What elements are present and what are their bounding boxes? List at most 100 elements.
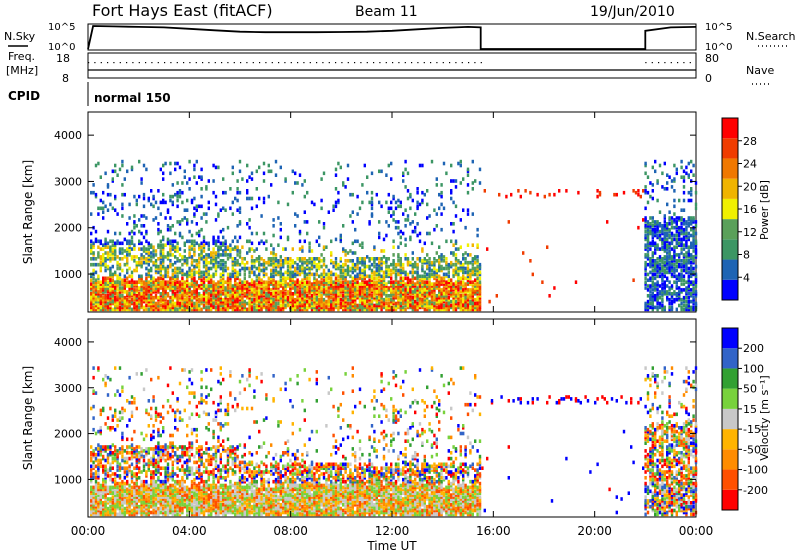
power-cell <box>661 290 664 294</box>
power-cell <box>214 257 218 261</box>
power-cell <box>138 218 141 222</box>
power-cell <box>178 301 182 306</box>
power-cell <box>308 260 311 265</box>
power-cell <box>687 175 690 179</box>
power-cell <box>373 260 376 265</box>
power-cell <box>118 262 122 267</box>
power-cell <box>387 297 390 302</box>
power-cell <box>426 294 429 298</box>
power-cell <box>169 276 172 281</box>
power-cell <box>656 264 659 269</box>
power-cell <box>646 288 650 292</box>
power-cell <box>649 225 652 230</box>
power-cell <box>214 305 218 310</box>
power-cell <box>118 251 122 255</box>
power-cell <box>301 183 304 187</box>
power-cell <box>109 280 112 284</box>
power-cell <box>421 292 424 296</box>
power-cell <box>169 225 172 230</box>
power-cell <box>114 231 117 236</box>
power-cell <box>188 177 191 181</box>
power-cell <box>186 295 189 300</box>
power-cell <box>135 305 138 310</box>
power-cell <box>529 190 532 195</box>
power-y-tick-label: 1000 <box>54 268 82 281</box>
power-cell <box>363 280 366 284</box>
power-cell <box>222 286 225 290</box>
power-cell <box>248 218 251 222</box>
power-cell <box>344 278 347 282</box>
power-cell <box>666 222 669 226</box>
power-cell <box>421 299 424 304</box>
power-cell <box>447 292 450 296</box>
power-cell <box>255 307 258 312</box>
power-cell <box>207 260 210 265</box>
power-cell <box>459 303 462 308</box>
power-cell <box>322 278 326 282</box>
power-cell <box>661 274 664 279</box>
power-cell <box>421 297 424 302</box>
power-cell <box>644 266 647 271</box>
power-cell <box>236 276 239 281</box>
power-cell <box>212 284 215 288</box>
power-cell <box>145 290 148 294</box>
power-cell <box>174 231 177 236</box>
power-cell <box>454 257 458 261</box>
power-cell <box>126 301 129 306</box>
nave-dot <box>664 62 666 64</box>
power-cell <box>320 297 323 302</box>
power-cell <box>337 307 340 312</box>
power-cell <box>183 288 186 292</box>
power-cell <box>649 270 652 275</box>
power-cell <box>447 270 450 275</box>
power-cell <box>375 295 378 300</box>
power-cell <box>121 241 124 246</box>
power-cell <box>246 295 249 300</box>
power-cell <box>663 224 666 228</box>
power-cell <box>354 280 357 284</box>
power-y-axis-label: Slant Range [km] <box>21 160 35 264</box>
power-cell <box>663 187 666 191</box>
power-cell <box>421 305 424 310</box>
power-cell <box>195 280 198 284</box>
power-cell <box>260 278 263 282</box>
power-cell <box>260 214 263 218</box>
power-cell <box>327 290 330 294</box>
velocity-cell <box>90 445 93 449</box>
power-cell <box>260 284 263 288</box>
power-cell <box>658 284 662 288</box>
power-cell <box>426 266 429 271</box>
power-cell <box>123 303 126 308</box>
power-cell <box>284 299 287 304</box>
power-cell <box>397 220 400 224</box>
power-cell <box>135 260 138 265</box>
power-cell <box>440 292 443 296</box>
power-cell <box>248 305 251 310</box>
nave-dot <box>265 62 267 64</box>
power-cell <box>675 220 678 224</box>
power-cell <box>198 272 201 277</box>
power-cell <box>164 290 167 294</box>
power-cell <box>265 272 268 277</box>
power-cell <box>133 259 136 263</box>
velocity-cell <box>94 483 98 488</box>
velocity-cell <box>92 391 95 395</box>
power-cell <box>130 284 134 288</box>
power-cell <box>342 305 345 310</box>
power-cell <box>656 284 659 288</box>
power-cell <box>342 268 345 273</box>
power-cell <box>370 305 374 310</box>
power-cell <box>318 286 321 290</box>
power-cell <box>678 286 681 290</box>
power-cell <box>430 286 434 290</box>
power-cell <box>351 294 354 298</box>
power-cell <box>375 262 378 267</box>
power-cell <box>644 280 647 284</box>
power-cell <box>142 163 146 168</box>
power-cell <box>142 204 146 209</box>
power-cell <box>279 235 282 240</box>
power-cell <box>351 295 354 300</box>
power-cell <box>116 295 119 300</box>
power-cell <box>248 270 251 275</box>
power-cell <box>435 299 438 304</box>
